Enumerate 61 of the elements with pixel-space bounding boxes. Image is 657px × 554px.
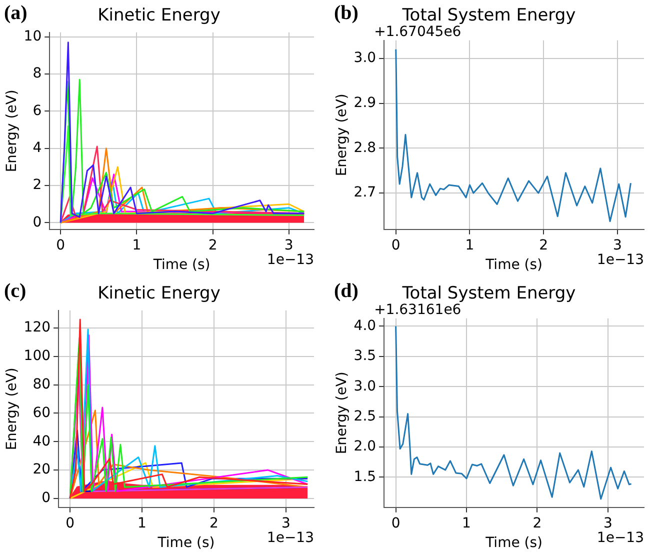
text: +1.67045e6 — [374, 24, 462, 40]
x-tick-label: 3 — [603, 515, 612, 532]
text: 1e−13 — [596, 252, 644, 268]
y-tick-label: 6 — [32, 102, 42, 119]
y-tick-label: 4 — [32, 140, 42, 156]
x-tick-label: 3 — [281, 515, 290, 532]
y-tick-label: 2.5 — [354, 408, 376, 424]
y-tick-label: 10 — [24, 28, 42, 44]
y-tick-label: 0 — [32, 214, 42, 230]
text: (c) — [4, 280, 26, 302]
chart-title: Kinetic Energy — [98, 6, 220, 26]
y-axis-title: Energy (eV) — [4, 368, 20, 450]
text: (a) — [4, 2, 28, 24]
y-tick-label: 4.0 — [354, 318, 376, 334]
y-axis-title: Energy (eV) — [4, 90, 20, 172]
y-tick-label: 3.5 — [354, 348, 376, 364]
chart-title: Total System Energy — [401, 6, 576, 26]
y-tick-label: 120 — [24, 320, 51, 336]
x-tick-label: 0 — [56, 237, 66, 254]
x-tick-label: 2 — [532, 515, 542, 532]
x-tick-label: 2 — [539, 237, 548, 254]
x-tick-label: 1 — [138, 515, 146, 532]
y-tick-label: 2.0 — [354, 438, 376, 455]
y-tick-label: 2.8 — [354, 140, 376, 156]
chart-title: Kinetic Energy — [98, 284, 220, 304]
x-tick-label: 0 — [66, 515, 74, 532]
y-tick-label: 0 — [42, 490, 51, 506]
x-axis-title: Time (s) — [484, 535, 542, 552]
x-axis-title: Time (s) — [484, 257, 542, 274]
x-axis-title: Time (s) — [152, 257, 210, 274]
y-tick-label: 3.0 — [354, 50, 376, 66]
y-axis-title: Energy (eV) — [334, 94, 350, 176]
y-tick-label: 80 — [32, 376, 51, 392]
x-axis-title: Time (s) — [156, 535, 215, 552]
text: (d) — [334, 280, 358, 302]
x-tick-label: 0 — [391, 237, 400, 254]
x-tick-label: 0 — [391, 515, 400, 532]
y-tick-label: 8 — [32, 66, 42, 82]
y-tick-label: 2 — [32, 177, 42, 194]
text: +1.63161e6 — [374, 302, 462, 318]
y-tick-label: 20 — [32, 462, 51, 478]
y-tick-label: 100 — [24, 348, 51, 364]
x-tick-label: 1 — [465, 237, 474, 254]
chart-title: Total System Energy — [401, 284, 576, 304]
y-tick-label: 1.5 — [354, 468, 376, 485]
text: 1e−13 — [266, 530, 314, 546]
y-tick-label: 60 — [32, 404, 51, 421]
x-tick-label: 2 — [210, 515, 218, 532]
y-tick-label: 2.9 — [354, 94, 376, 111]
x-tick-label: 1 — [132, 237, 142, 254]
y-tick-label: 40 — [32, 433, 51, 450]
y-tick-label: 3.0 — [354, 378, 376, 394]
y-tick-label: 2.7 — [354, 184, 376, 201]
text: 1e−13 — [596, 530, 644, 546]
x-tick-label: 1 — [462, 515, 471, 532]
x-tick-label: 3 — [612, 237, 622, 254]
x-tick-label: 2 — [208, 237, 218, 254]
y-axis-title: Energy (eV) — [334, 372, 350, 454]
x-tick-label: 3 — [284, 237, 294, 254]
text: 1e−13 — [266, 252, 314, 268]
text: (b) — [334, 2, 358, 24]
